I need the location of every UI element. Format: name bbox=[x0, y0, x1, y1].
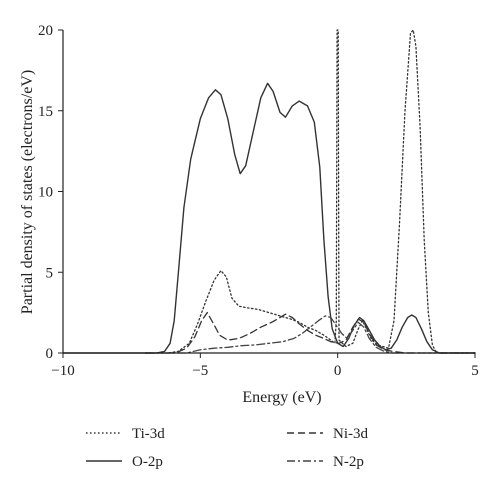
x-tick-label: 5 bbox=[471, 363, 479, 379]
x-tick-label: −5 bbox=[192, 363, 208, 379]
series-line-ni-3d bbox=[144, 311, 476, 354]
series-line-n-2p bbox=[144, 315, 476, 354]
legend-label-ti-3d: Ti-3d bbox=[132, 426, 165, 442]
series-line-o-2p bbox=[62, 82, 476, 354]
legend-label-o-2p: O-2p bbox=[132, 454, 163, 470]
y-axis-title: Partial density of states (electrons/eV) bbox=[19, 70, 36, 314]
legend-label-ni-3d: Ni-3d bbox=[333, 426, 368, 442]
x-tick-label: 0 bbox=[334, 363, 342, 379]
x-axis-title: Energy (eV) bbox=[242, 389, 321, 406]
legend: Ti-3d Ni-3d O-2p N-2p bbox=[86, 426, 368, 470]
y-tick-label: 15 bbox=[38, 104, 53, 120]
y-tick-label: 10 bbox=[38, 185, 53, 201]
axes-layer: −10 −5 0 5 0 5 10 15 20 bbox=[38, 23, 479, 379]
y-tick-label: 0 bbox=[46, 346, 54, 362]
legend-label-n-2p: N-2p bbox=[333, 454, 364, 470]
y-tick-label: 20 bbox=[38, 23, 53, 39]
series-layer bbox=[62, 29, 476, 354]
y-tick-label: 5 bbox=[46, 265, 54, 281]
x-tick-label: −10 bbox=[51, 363, 74, 379]
series-line-ti-3d bbox=[144, 29, 476, 354]
